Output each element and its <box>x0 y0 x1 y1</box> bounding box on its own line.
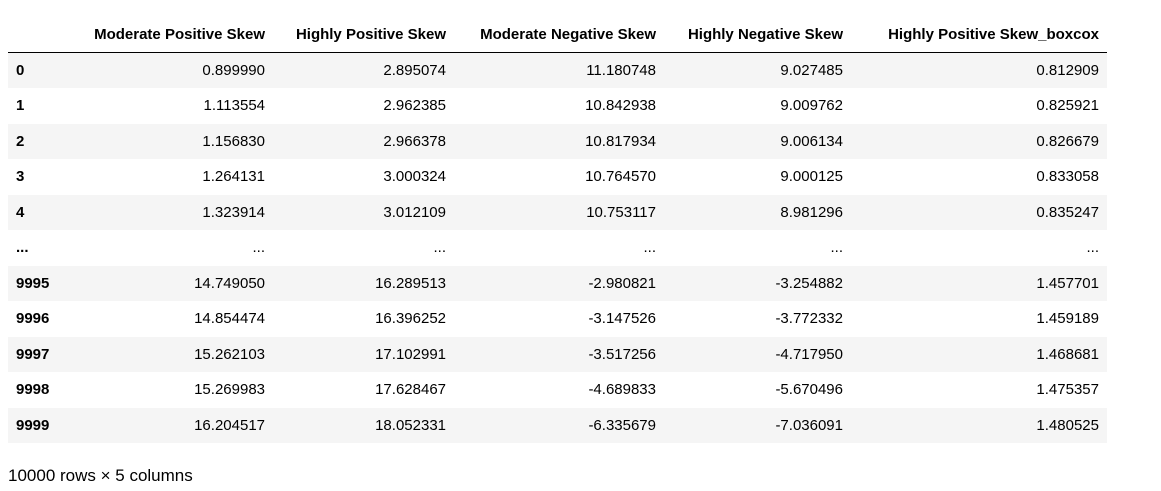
table-cell: -7.036091 <box>775 416 843 434</box>
table-cell: 0.833058 <box>1036 168 1099 186</box>
table-row: 0 0.899990 2.895074 11.180748 9.027485 0… <box>8 52 1107 88</box>
table-cell: 17.102991 <box>375 345 446 363</box>
table-cell: 1.457701 <box>1036 274 1099 292</box>
table-cell: 9.006134 <box>780 132 843 150</box>
row-index: 4 <box>16 203 25 221</box>
table-cell: 10.764570 <box>585 168 656 186</box>
table-row: 9996 14.854474 16.396252 -3.147526 -3.77… <box>8 301 1107 337</box>
table-cell: 1.156830 <box>202 132 265 150</box>
table-cell: 0.835247 <box>1036 203 1099 221</box>
header-row: Moderate Positive Skew Highly Positive S… <box>8 16 1107 53</box>
table-cell: -5.670496 <box>775 381 843 399</box>
table-body: 0 0.899990 2.895074 11.180748 9.027485 0… <box>8 52 1107 443</box>
table-row: 9998 15.269983 17.628467 -4.689833 -5.67… <box>8 372 1107 408</box>
row-index: ... <box>16 239 29 257</box>
table-cell: 0.826679 <box>1036 132 1099 150</box>
column-header: Moderate Positive Skew <box>69 16 273 53</box>
dataframe-output: Moderate Positive Skew Highly Positive S… <box>8 16 1107 443</box>
table-row: 3 1.264131 3.000324 10.764570 9.000125 0… <box>8 159 1107 195</box>
table-cell: 14.854474 <box>194 310 265 328</box>
table-cell: -6.335679 <box>588 416 656 434</box>
table-cell: 18.052331 <box>375 416 446 434</box>
table-cell: 2.895074 <box>383 62 446 79</box>
table-cell: 10.753117 <box>586 203 656 221</box>
ellipsis-row: ... ... ... ... ... ... <box>8 230 1107 266</box>
row-index: 9999 <box>16 416 50 434</box>
table-cell: ... <box>1086 239 1099 257</box>
table-cell: -3.517256 <box>588 345 656 363</box>
table-cell: 0.812909 <box>1036 62 1099 79</box>
table-cell: 9.009762 <box>780 97 843 115</box>
table-cell: ... <box>252 239 265 257</box>
table-cell: 0.899990 <box>202 62 265 79</box>
table-cell: -3.254882 <box>775 274 843 292</box>
table-cell: ... <box>433 239 446 257</box>
row-index: 0 <box>16 62 25 79</box>
column-header: Highly Positive Skew_boxcox <box>851 16 1107 53</box>
row-index: 9996 <box>16 310 50 328</box>
table-cell: 1.475357 <box>1036 381 1099 399</box>
table-row: 2 1.156830 2.966378 10.817934 9.006134 0… <box>8 123 1107 159</box>
table-cell: 2.966378 <box>383 132 446 150</box>
table-cell: 10.817934 <box>585 132 656 150</box>
row-index: 9995 <box>16 274 50 292</box>
table-row: 1 1.113554 2.962385 10.842938 9.009762 0… <box>8 88 1107 124</box>
table-cell: 0.825921 <box>1036 97 1099 115</box>
table-cell: 15.262103 <box>194 345 265 363</box>
table-cell: 1.264131 <box>202 168 265 186</box>
table-cell: 1.459189 <box>1036 310 1099 328</box>
row-index: 9997 <box>16 345 50 363</box>
table-cell: 16.396252 <box>375 310 446 328</box>
table-cell: 3.012109 <box>383 203 446 221</box>
column-header: Highly Positive Skew <box>273 16 454 53</box>
table-cell: 1.113554 <box>203 97 265 115</box>
column-header: Moderate Negative Skew <box>454 16 664 53</box>
dataframe-table: Moderate Positive Skew Highly Positive S… <box>8 16 1107 443</box>
table-cell: 9.027485 <box>780 62 843 79</box>
table-row: 9995 14.749050 16.289513 -2.980821 -3.25… <box>8 265 1107 301</box>
row-index: 2 <box>16 132 25 150</box>
row-index: 9998 <box>16 381 50 399</box>
table-cell: 17.628467 <box>375 381 446 399</box>
column-header: Highly Negative Skew <box>664 16 851 53</box>
table-cell: 8.981296 <box>780 203 843 221</box>
table-cell: 14.749050 <box>194 274 265 292</box>
table-cell: 3.000324 <box>383 168 446 186</box>
table-header: Moderate Positive Skew Highly Positive S… <box>8 16 1107 53</box>
index-header <box>8 16 69 53</box>
row-index: 3 <box>16 168 25 186</box>
table-cell: 1.468681 <box>1036 345 1099 363</box>
table-cell: 2.962385 <box>383 97 446 115</box>
table-cell: 11.180748 <box>586 62 656 79</box>
dataframe-shape-note: 10000 rows × 5 columns <box>8 466 193 485</box>
table-cell: -4.689833 <box>588 381 656 399</box>
table-cell: 16.289513 <box>375 274 446 292</box>
row-index: 1 <box>16 97 25 115</box>
table-cell: -3.772332 <box>775 310 843 328</box>
table-cell: 9.000125 <box>780 168 843 186</box>
table-cell: ... <box>830 239 843 257</box>
table-cell: -4.717950 <box>775 345 843 363</box>
table-cell: -2.980821 <box>588 274 656 292</box>
table-cell: 1.323914 <box>202 203 265 221</box>
table-cell: 16.204517 <box>194 416 265 434</box>
table-cell: 10.842938 <box>585 97 656 115</box>
table-cell: -3.147526 <box>588 310 656 328</box>
table-row: 9999 16.204517 18.052331 -6.335679 -7.03… <box>8 407 1107 443</box>
table-row: 9997 15.262103 17.102991 -3.517256 -4.71… <box>8 336 1107 372</box>
table-row: 4 1.323914 3.012109 10.753117 8.981296 0… <box>8 194 1107 230</box>
table-cell: ... <box>643 239 656 257</box>
table-cell: 15.269983 <box>194 381 265 399</box>
table-cell: 1.480525 <box>1036 416 1099 434</box>
